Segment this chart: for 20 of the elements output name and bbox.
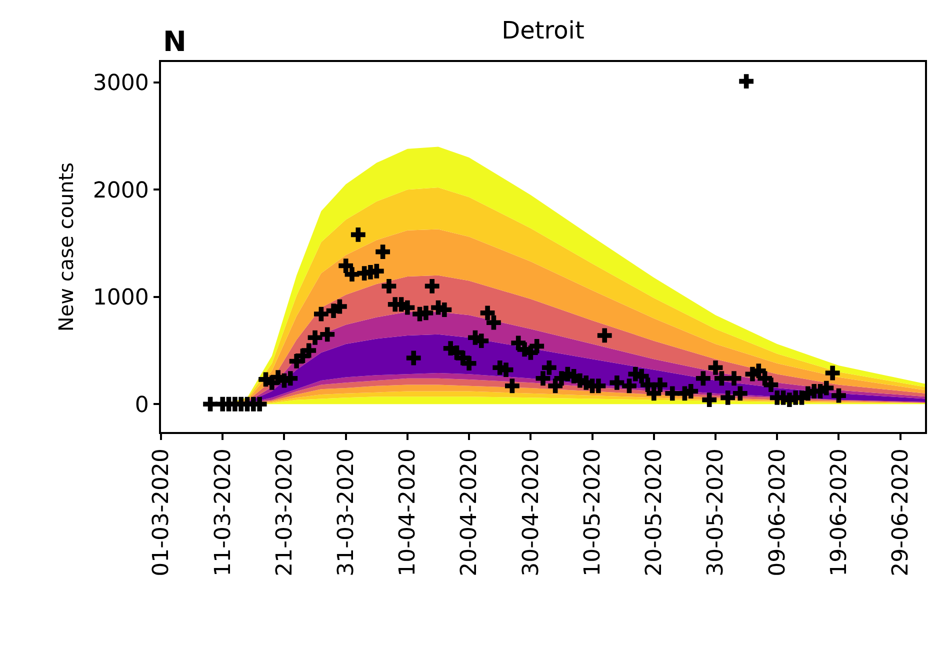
x-tick-label: 10-05-2020 xyxy=(580,448,606,576)
x-tick-label: 19-06-2020 xyxy=(826,448,852,576)
chart-title: Detroit xyxy=(502,16,584,44)
y-axis-title: New case counts xyxy=(54,162,78,332)
x-tick-label: 29-06-2020 xyxy=(888,448,914,576)
x-tick-label: 11-03-2020 xyxy=(210,448,236,576)
x-tick-label: 10-04-2020 xyxy=(396,448,421,576)
x-tick-label: 30-05-2020 xyxy=(704,448,729,576)
x-tick-label: 20-04-2020 xyxy=(457,448,482,576)
x-tick-label: 20-05-2020 xyxy=(642,448,668,576)
x-tick-label: 21-03-2020 xyxy=(272,448,298,576)
text: N xyxy=(163,25,186,58)
x-tick-label: 09-06-2020 xyxy=(765,448,790,576)
x-tick-label: 30-04-2020 xyxy=(518,448,544,576)
x-tick-label: 31-03-2020 xyxy=(334,448,359,576)
y-tick-label: 3000 xyxy=(92,71,149,96)
y-tick-label: 2000 xyxy=(92,178,149,204)
y-tick-label: 0 xyxy=(134,392,149,418)
x-tick-label: 01-03-2020 xyxy=(149,448,174,576)
y-tick-label: 1000 xyxy=(92,286,149,311)
